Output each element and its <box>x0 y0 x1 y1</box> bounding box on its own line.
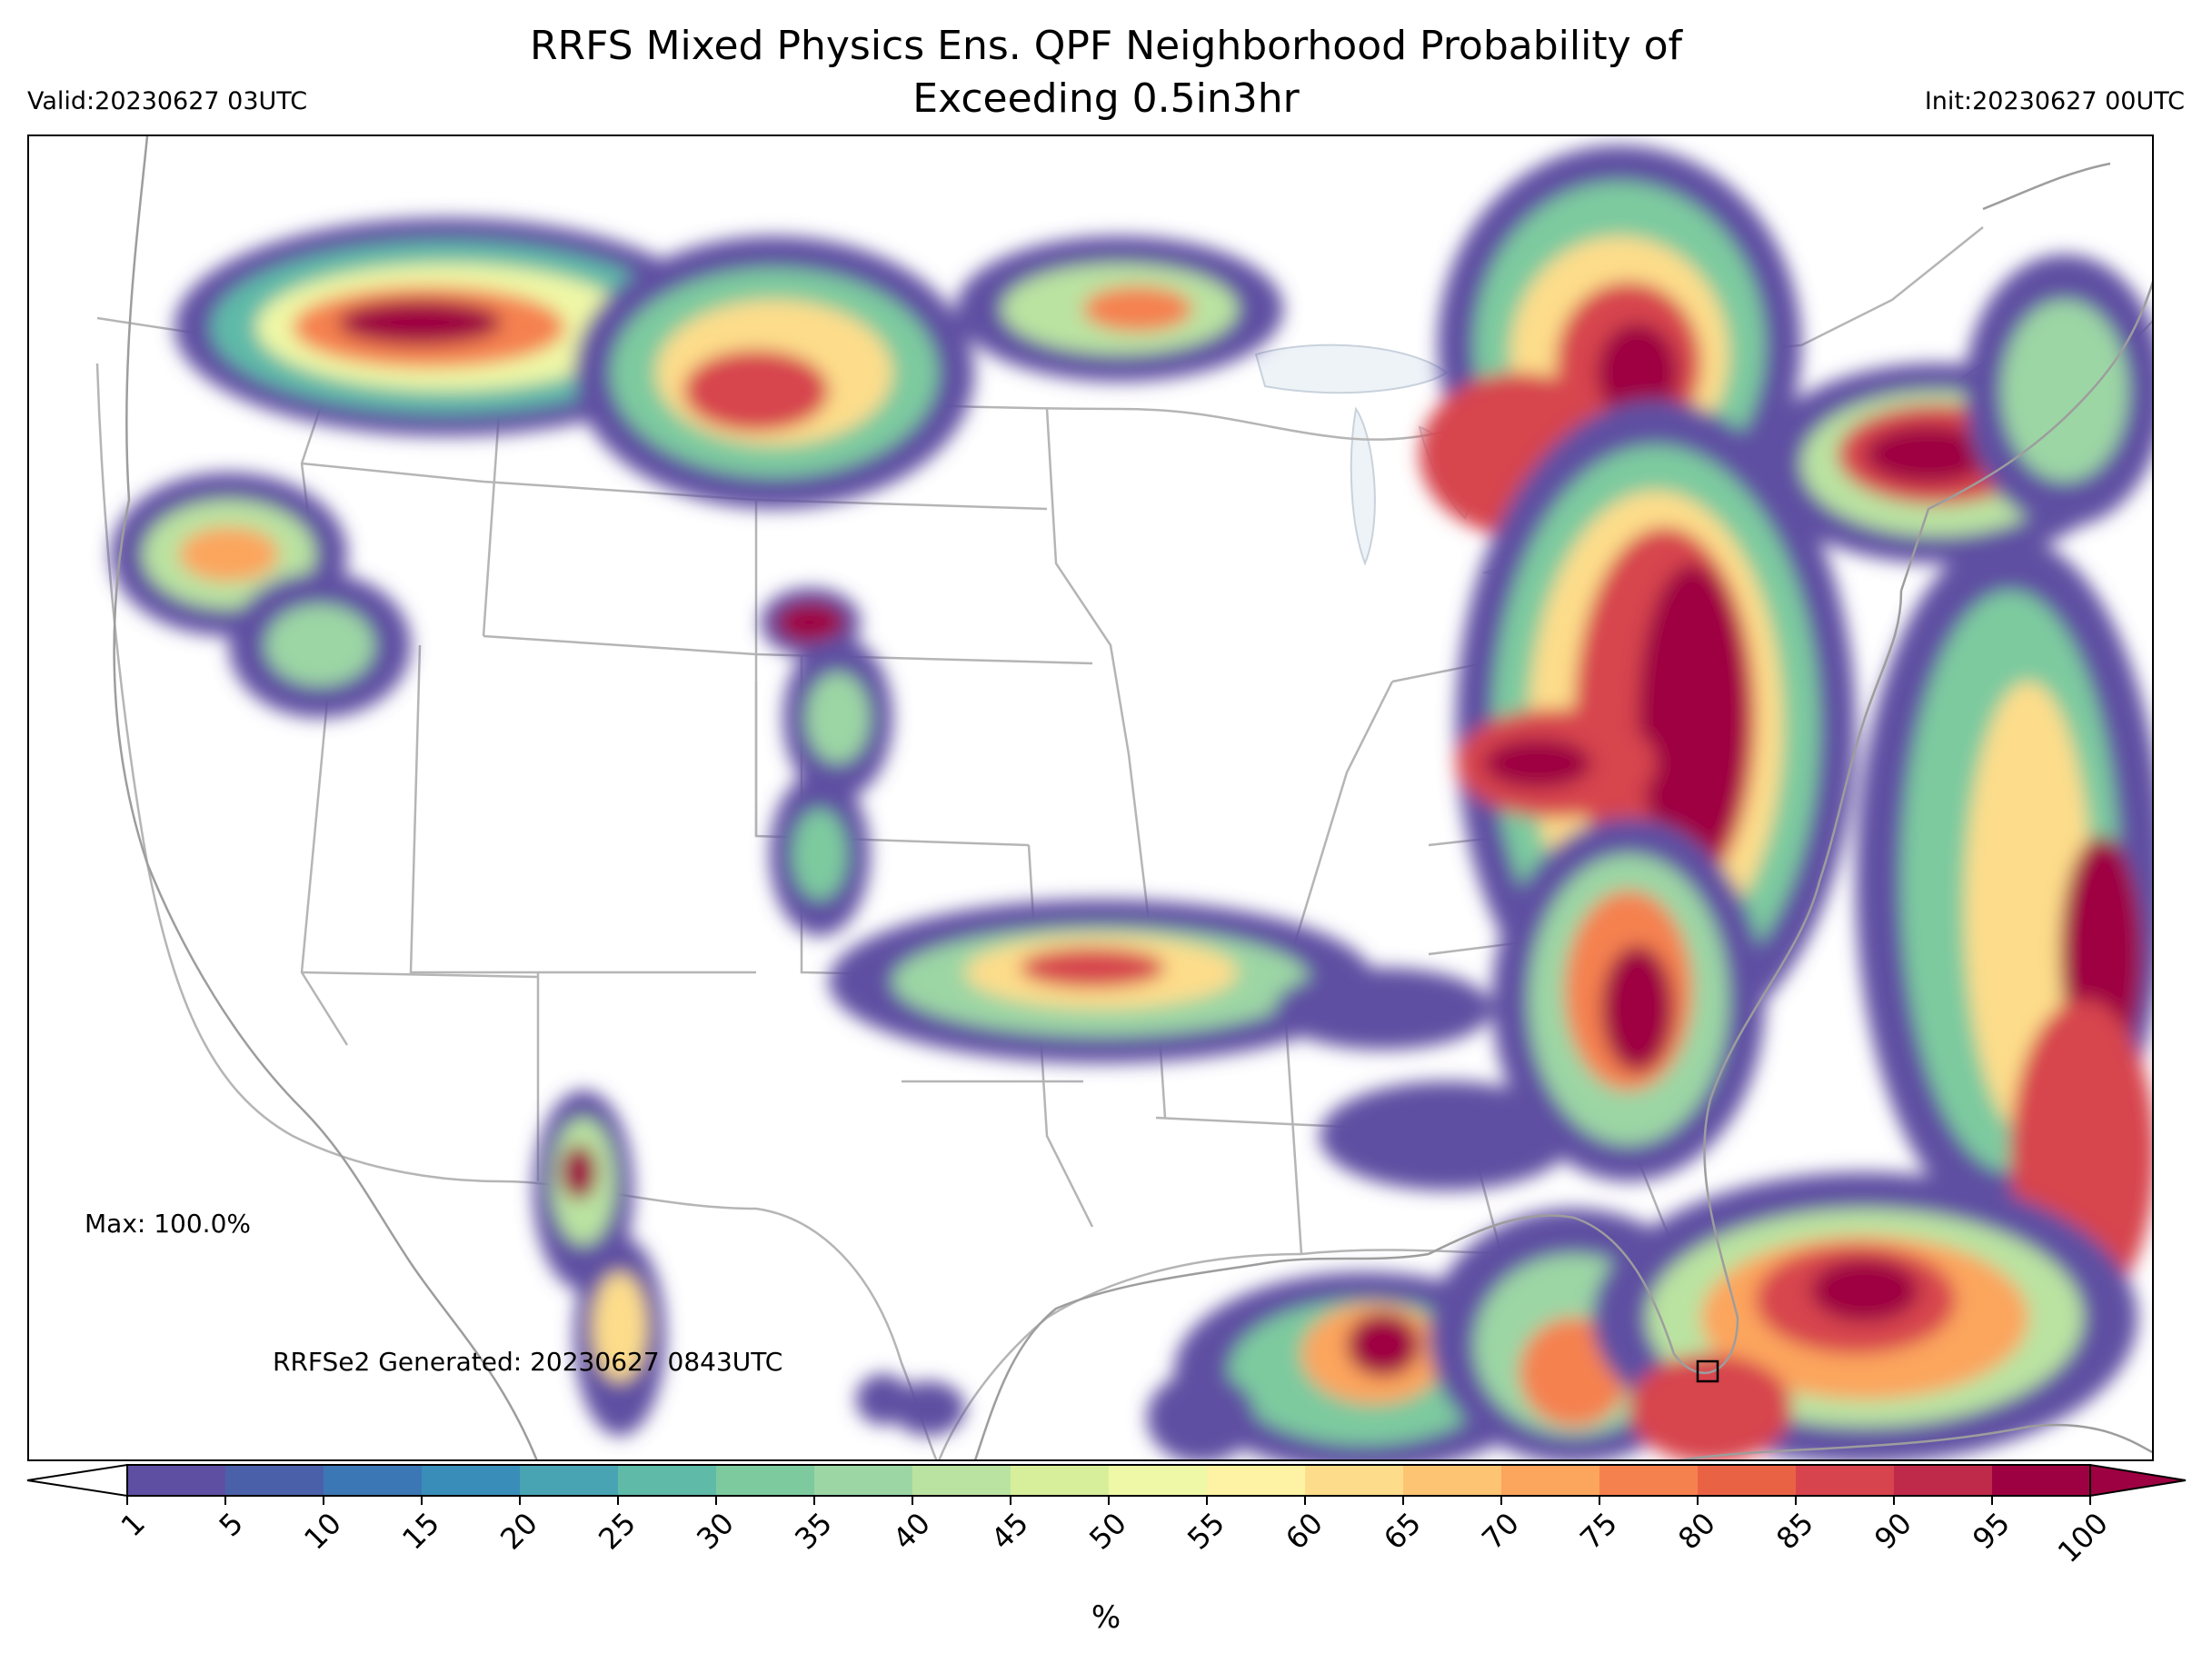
colorbar-tick-label: 20 <box>493 1506 544 1557</box>
colorbar-tick-label: 5 <box>213 1506 250 1543</box>
max-value-label: Max: 100.0% <box>85 1209 251 1239</box>
colorbar-segment <box>1403 1465 1502 1496</box>
colorbar-tick-label: 50 <box>1082 1506 1133 1557</box>
colorbar-segment <box>716 1465 815 1496</box>
probability-map <box>95 136 2152 1459</box>
colorbar-segment <box>1698 1465 1797 1496</box>
colorbar-ticks: 1 5 10 15 20 25 30 35 40 45 50 55 60 65 70 75 80 85 90 95 10… <box>115 1496 2115 1569</box>
colorbar-under-extension <box>26 1463 128 1498</box>
colorbar-segment <box>422 1465 521 1496</box>
title-line-1: RRFS Mixed Physics Ens. QPF Neighborhood… <box>529 23 1683 69</box>
colorbar-segment <box>127 1465 226 1496</box>
colorbar-tick-label: 70 <box>1475 1506 1526 1557</box>
colorbar-segment <box>324 1465 423 1496</box>
init-time-label: Init:20230627 00UTC <box>1924 87 2185 115</box>
colorbar-segment <box>1501 1465 1600 1496</box>
colorbar-tick-label: 90 <box>1868 1506 1918 1557</box>
colorbar-tick-label: 45 <box>984 1506 1035 1557</box>
colorbar-tick-label: 1 <box>115 1506 152 1543</box>
map-panel <box>27 134 2154 1461</box>
colorbar-segment <box>1011 1465 1110 1496</box>
colorbar-tick-label: 95 <box>1966 1506 2017 1557</box>
colorbar-segment <box>1992 1465 2091 1496</box>
colorbar-tick-label: 60 <box>1279 1506 1330 1557</box>
colorbar-segments <box>26 1463 2187 1498</box>
florida-marker-box <box>1696 1359 1719 1383</box>
coastlines <box>113 136 2152 1459</box>
generated-time-label: RRFSe2 Generated: 20230627 0843UTC <box>273 1347 783 1377</box>
colorbar-tick-label: 100 <box>2051 1506 2115 1569</box>
colorbar-segment <box>1305 1465 1404 1496</box>
colorbar-over-extension <box>2089 1463 2187 1498</box>
colorbar-tick-label: 15 <box>395 1506 446 1557</box>
colorbar-segment <box>814 1465 913 1496</box>
colorbar-tick-label: 40 <box>886 1506 937 1557</box>
colorbar-tick-label: 65 <box>1377 1506 1428 1557</box>
colorbar-outline <box>126 1464 2091 1497</box>
colorbar-segment <box>1207 1465 1306 1496</box>
colorbar-tick-label: 80 <box>1671 1506 1722 1557</box>
colorbar-tick-label: 75 <box>1573 1506 1624 1557</box>
colorbar-segment <box>618 1465 717 1496</box>
colorbar-segment <box>520 1465 619 1496</box>
colorbar-segment <box>1109 1465 1208 1496</box>
colorbar-segment <box>1894 1465 1993 1496</box>
probability-field <box>111 145 2152 1459</box>
map-title: RRFS Mixed Physics Ens. QPF Neighborhood… <box>0 20 2212 125</box>
colorbar-label: % <box>1091 1599 1121 1636</box>
colorbar-tick-label: 35 <box>788 1506 839 1557</box>
title-line-2: Exceeding 0.5in3hr <box>912 75 1300 122</box>
colorbar-segment <box>1599 1465 1699 1496</box>
colorbar-tick-label: 30 <box>690 1506 741 1557</box>
colorbar-tick-label: 85 <box>1769 1506 1820 1557</box>
colorbar-segment <box>225 1465 324 1496</box>
colorbar-tick-label: 55 <box>1181 1506 1231 1557</box>
colorbar-tick-label: 25 <box>592 1506 643 1557</box>
valid-time-label: Valid:20230627 03UTC <box>27 87 308 115</box>
colorbar-segment <box>1796 1465 1895 1496</box>
colorbar-tick-label: 10 <box>297 1506 348 1557</box>
colorbar-segment <box>912 1465 1011 1496</box>
